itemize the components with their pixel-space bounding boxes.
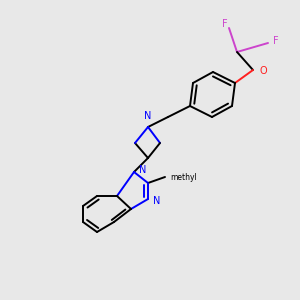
Text: N: N [139, 165, 146, 175]
Text: F: F [273, 36, 279, 46]
Text: N: N [153, 196, 160, 206]
Text: N: N [144, 111, 152, 121]
Text: methyl: methyl [170, 172, 197, 182]
Text: O: O [260, 66, 268, 76]
Text: F: F [222, 19, 228, 29]
